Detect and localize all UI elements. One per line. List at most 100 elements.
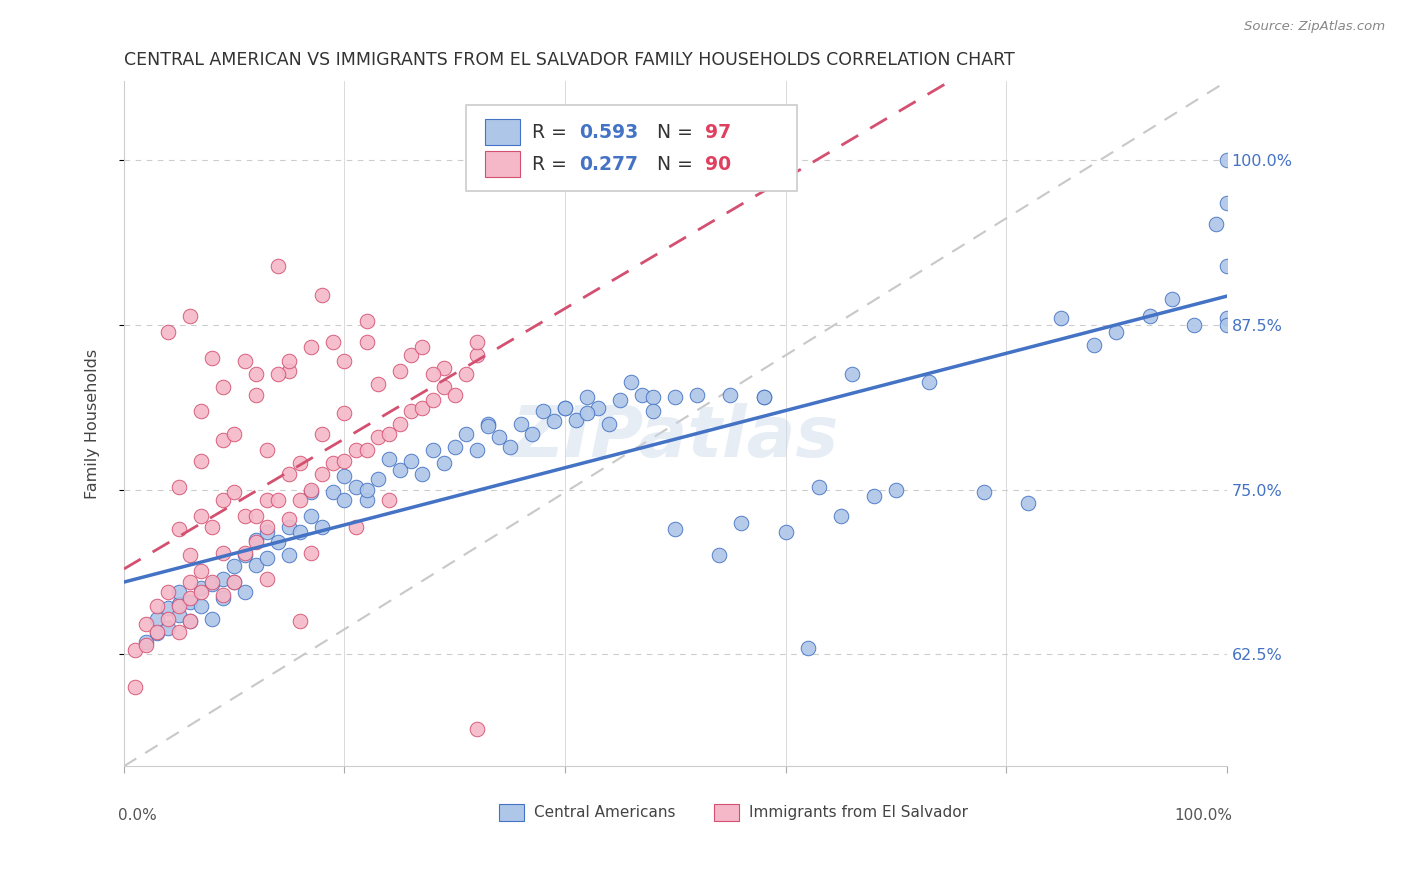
- Point: [586, 401, 609, 415]
- Point: [299, 340, 322, 354]
- Point: [643, 391, 665, 405]
- Point: [201, 351, 224, 365]
- Point: [918, 375, 941, 389]
- Point: [477, 419, 499, 434]
- Point: [1182, 318, 1205, 332]
- Point: [388, 417, 411, 431]
- Point: [356, 314, 378, 328]
- Point: [311, 427, 333, 442]
- Point: [157, 601, 180, 615]
- Point: [620, 375, 643, 389]
- Point: [179, 615, 201, 629]
- Point: [245, 508, 267, 523]
- Point: [146, 612, 169, 626]
- Point: [190, 582, 212, 596]
- Point: [190, 599, 212, 613]
- Point: [388, 463, 411, 477]
- Point: [422, 367, 444, 381]
- Point: [356, 443, 378, 458]
- Point: [224, 574, 246, 589]
- Point: [686, 388, 709, 402]
- Point: [1017, 496, 1039, 510]
- Point: [333, 453, 356, 467]
- Point: [190, 453, 212, 467]
- FancyBboxPatch shape: [465, 105, 797, 191]
- Point: [1105, 325, 1128, 339]
- Point: [377, 452, 399, 467]
- Point: [278, 511, 301, 525]
- Point: [862, 489, 884, 503]
- Text: 97: 97: [704, 122, 731, 142]
- Point: [256, 572, 278, 586]
- Point: [245, 367, 267, 381]
- Text: 90: 90: [704, 154, 731, 174]
- Text: Immigrants from El Salvador: Immigrants from El Salvador: [749, 805, 969, 821]
- Point: [157, 612, 180, 626]
- Point: [1050, 311, 1073, 326]
- Point: [290, 456, 312, 470]
- Point: [1083, 337, 1105, 351]
- Y-axis label: Family Households: Family Households: [86, 349, 100, 499]
- Point: [267, 367, 290, 381]
- Point: [224, 485, 246, 500]
- Point: [278, 364, 301, 378]
- Point: [775, 524, 797, 539]
- Point: [1215, 153, 1237, 168]
- Point: [1215, 311, 1237, 326]
- Point: [399, 453, 422, 467]
- Point: [730, 516, 752, 530]
- Point: [433, 380, 456, 394]
- Point: [233, 585, 256, 599]
- Point: [322, 456, 344, 470]
- Point: [224, 574, 246, 589]
- Point: [179, 549, 201, 563]
- Point: [212, 572, 235, 586]
- Point: [167, 522, 190, 536]
- Point: [664, 522, 686, 536]
- Point: [433, 361, 456, 376]
- Point: [290, 615, 312, 629]
- Point: [488, 430, 510, 444]
- Point: [233, 546, 256, 560]
- Point: [179, 594, 201, 608]
- Text: ZIPatlas: ZIPatlas: [512, 403, 839, 472]
- Point: [245, 388, 267, 402]
- Point: [267, 535, 290, 549]
- Point: [465, 443, 488, 458]
- Text: 100.0%: 100.0%: [1174, 808, 1232, 823]
- Point: [377, 427, 399, 442]
- Point: [664, 391, 686, 405]
- Point: [322, 485, 344, 500]
- Point: [190, 508, 212, 523]
- Point: [752, 391, 775, 405]
- Point: [146, 626, 169, 640]
- Point: [212, 591, 235, 605]
- Point: [245, 558, 267, 572]
- Point: [720, 388, 742, 402]
- Point: [1160, 292, 1182, 306]
- Text: N =: N =: [657, 154, 699, 174]
- Point: [499, 441, 522, 455]
- Point: [830, 508, 852, 523]
- Point: [509, 417, 531, 431]
- Point: [157, 585, 180, 599]
- Point: [201, 577, 224, 591]
- Point: [356, 493, 378, 508]
- Point: [190, 403, 212, 417]
- Point: [311, 467, 333, 481]
- Point: [212, 493, 235, 508]
- Point: [1205, 217, 1227, 231]
- Point: [356, 335, 378, 350]
- Point: [411, 340, 433, 354]
- FancyBboxPatch shape: [714, 804, 740, 821]
- Point: [356, 483, 378, 497]
- Point: [443, 441, 465, 455]
- Text: Central Americans: Central Americans: [534, 805, 676, 821]
- Point: [167, 599, 190, 613]
- Text: R =: R =: [531, 122, 572, 142]
- Point: [576, 391, 599, 405]
- Point: [190, 564, 212, 578]
- Point: [179, 591, 201, 605]
- Point: [520, 427, 543, 442]
- Point: [576, 406, 599, 420]
